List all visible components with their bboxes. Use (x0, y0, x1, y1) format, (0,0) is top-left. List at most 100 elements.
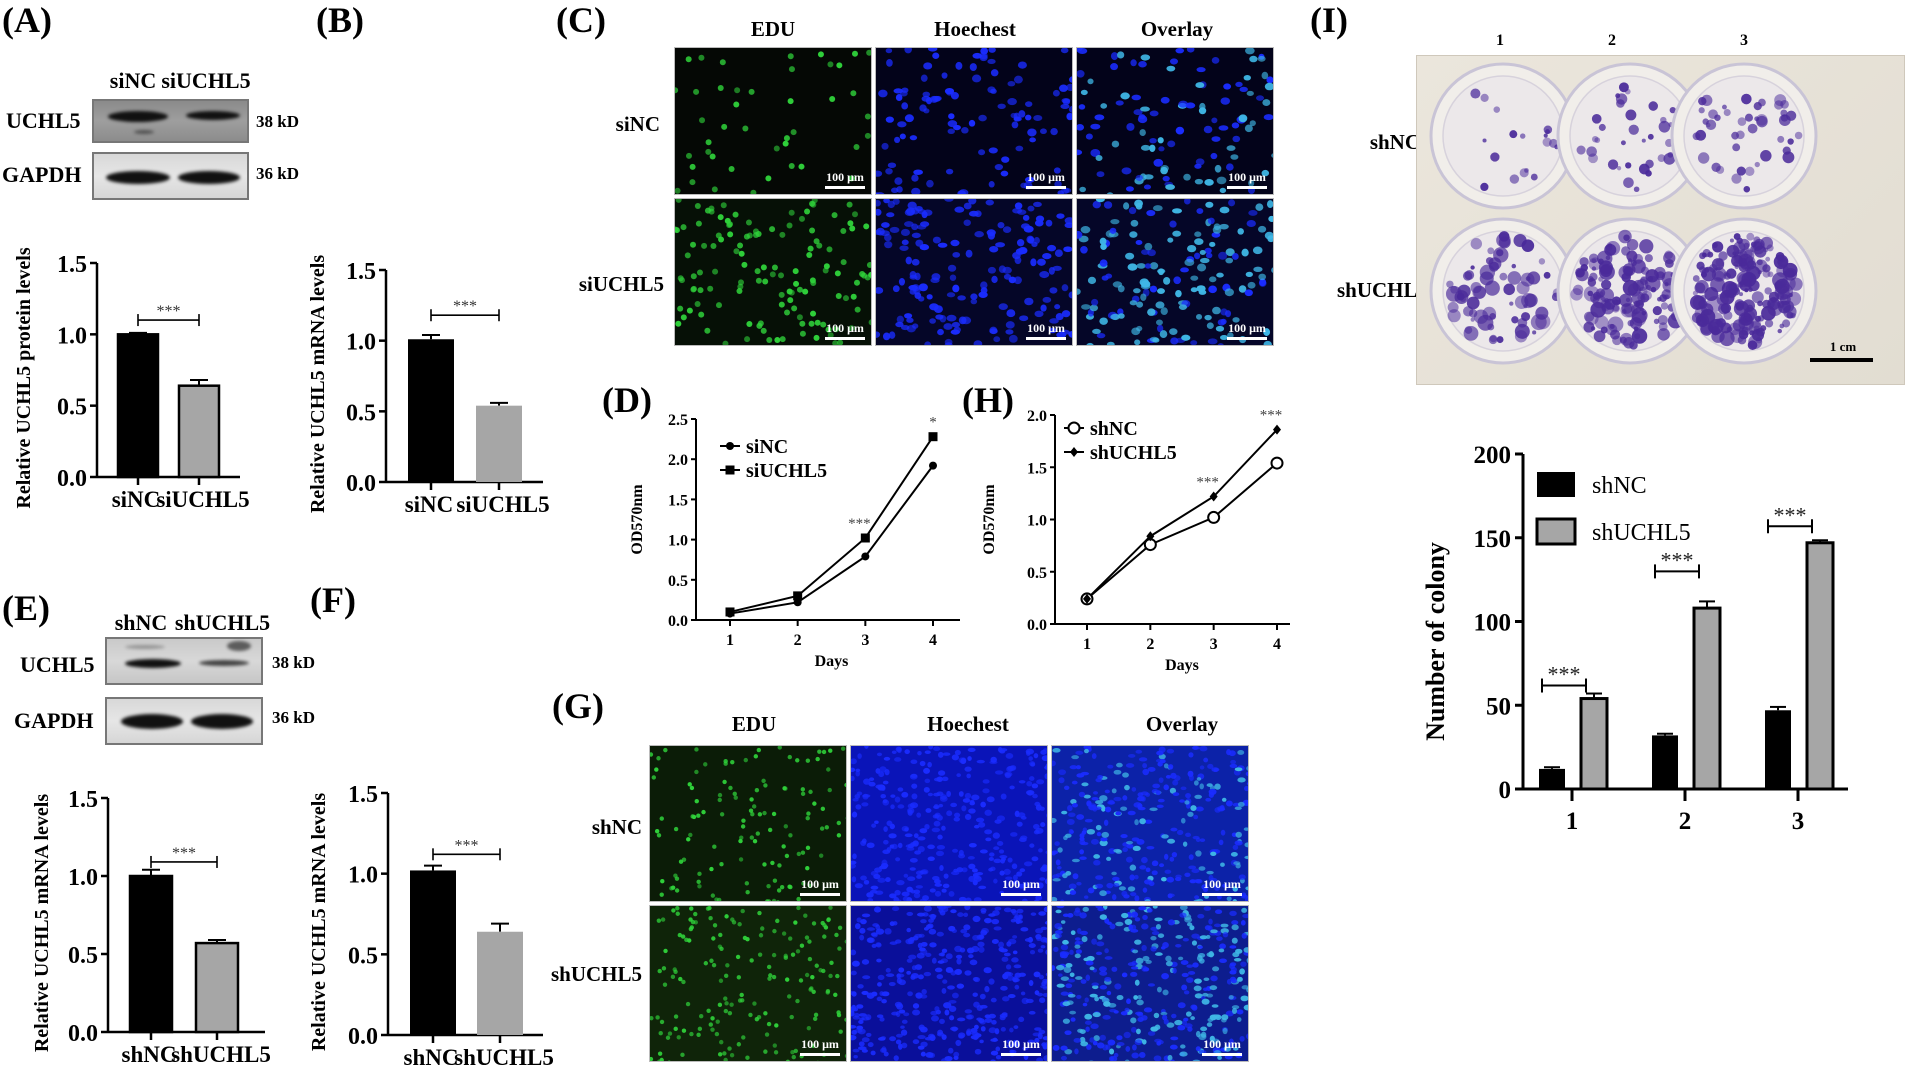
molecular-weight-label: 38 kD (256, 112, 299, 131)
svg-text:***: *** (453, 298, 477, 315)
svg-text:***: *** (1661, 547, 1694, 572)
svg-text:1: 1 (1083, 636, 1091, 653)
western-blot-uchl5 (92, 99, 249, 143)
scale-bar: 100 μm (1202, 877, 1242, 896)
svg-text:***: *** (172, 845, 196, 862)
scale-bar-label: 100 μm (1228, 321, 1266, 335)
western-blot-uchl5 (105, 637, 263, 685)
scale-bar: 100 μm (800, 877, 840, 896)
svg-text:1.5: 1.5 (68, 787, 98, 813)
panel-label-d: (D) (602, 380, 652, 420)
scale-bar: 100 μm (1001, 1037, 1041, 1056)
svg-text:***: *** (157, 303, 181, 320)
blot-lane-label: shUCHL5 (174, 610, 271, 635)
svg-text:0.0: 0.0 (668, 613, 688, 630)
bar-chart-a: Relative UCHL5 protein levels 0.0 0.5 1.0 1.… (13, 247, 250, 512)
scale-bar-label: 100 μm (1228, 170, 1266, 184)
micrograph-siuchl5-edu: 100 μm (674, 198, 872, 346)
panel-label-c: (C) (556, 0, 606, 40)
column-header-hoechst: Hoechest (934, 17, 1016, 41)
scale-bar: 100 μm (825, 170, 865, 189)
bar-chart-b: Relative UCHL5 mRNA levels 0.0 0.5 1.0 1.5 si… (307, 255, 550, 517)
molecular-weight-label: 36 kD (272, 708, 315, 727)
plate-column-label: 2 (1608, 32, 1616, 49)
svg-text:Relative UCHL5 protein levels: Relative UCHL5 protein levels (13, 247, 35, 508)
svg-text:Days: Days (815, 653, 849, 670)
blot-lane-label: shNC (114, 610, 168, 635)
svg-text:0.5: 0.5 (348, 943, 378, 969)
row-label-sinc: siNC (615, 112, 660, 136)
svg-text:***: *** (1260, 408, 1283, 424)
svg-text:0.5: 0.5 (1027, 565, 1047, 582)
svg-text:1.5: 1.5 (346, 259, 376, 285)
svg-text:1.0: 1.0 (68, 865, 98, 891)
column-header-edu: EDU (731, 712, 777, 736)
svg-text:shUCHL5: shUCHL5 (171, 1042, 271, 1067)
micrograph-shuchl5-edu: 100 μm (649, 905, 847, 1062)
svg-text:150: 150 (1474, 526, 1512, 553)
svg-text:3: 3 (861, 632, 869, 649)
svg-text:1.5: 1.5 (57, 252, 87, 278)
scale-bar-label: 100 μm (1002, 1037, 1040, 1051)
blot-lane-label: siNC (109, 68, 157, 93)
column-header-edu: EDU (750, 17, 796, 41)
svg-text:1.5: 1.5 (668, 492, 688, 509)
svg-text:100: 100 (1474, 610, 1512, 637)
svg-text:***: *** (1196, 475, 1219, 491)
micrograph-shnc-hoechest: 100 μm (850, 745, 1048, 902)
row-label-shuchl5: shUCHL5 (550, 962, 642, 986)
svg-text:***: *** (1548, 662, 1581, 687)
panel-label-g: (G) (552, 686, 604, 726)
svg-text:Number of colony: Number of colony (1421, 542, 1450, 741)
scale-bar: 100 μm (1026, 170, 1066, 189)
micrograph-siuchl5-hoechest: 100 μm (875, 198, 1073, 346)
svg-text:shNC: shNC (122, 1042, 177, 1067)
svg-text:0.0: 0.0 (1027, 617, 1047, 634)
svg-text:0.5: 0.5 (668, 573, 688, 590)
svg-text:siNC: siNC (112, 487, 161, 512)
panel-label-i: (I) (1310, 0, 1348, 40)
micrograph-shuchl5-hoechest: 100 μm (850, 905, 1048, 1062)
plate-column-label: 1 (1496, 32, 1504, 49)
svg-text:1.0: 1.0 (348, 863, 378, 889)
svg-text:3: 3 (1210, 636, 1218, 653)
svg-text:0.0: 0.0 (346, 471, 376, 497)
line-chart-h: OD570nm 0.0 0.5 1.0 1.5 2.0 1 2 3 4 Days *** *** shNC… (981, 408, 1290, 674)
micrograph-shnc-edu: 100 μm (649, 745, 847, 902)
svg-text:shUCHL5: shUCHL5 (1592, 520, 1691, 546)
svg-text:3: 3 (1792, 808, 1805, 835)
svg-text:***: *** (1774, 502, 1807, 527)
column-header-hoechst: Hoechest (927, 712, 1009, 736)
svg-text:shNC: shNC (1090, 418, 1138, 440)
svg-text:0.5: 0.5 (57, 395, 87, 421)
svg-text:2: 2 (1679, 808, 1692, 835)
blot-row-label: GAPDH (2, 162, 82, 187)
panel-label-f: (F) (310, 580, 356, 620)
scale-bar: 100 μm (1227, 170, 1267, 189)
svg-text:0: 0 (1499, 777, 1512, 804)
micrograph-shnc-overlay: 100 μm (1051, 745, 1249, 902)
svg-text:OD570nm: OD570nm (629, 484, 646, 555)
scale-bar-label: 100 μm (1203, 877, 1241, 891)
svg-text:siUCHL5: siUCHL5 (456, 492, 549, 517)
molecular-weight-label: 38 kD (272, 653, 315, 672)
svg-text:shNC: shNC (1592, 473, 1647, 499)
scale-bar: 100 μm (825, 321, 865, 340)
micrograph-sinc-hoechest: 100 μm (875, 47, 1073, 195)
blot-lane-label: siUCHL5 (161, 68, 251, 93)
svg-text:0.5: 0.5 (68, 943, 98, 969)
svg-text:2: 2 (794, 632, 802, 649)
svg-text:0.0: 0.0 (348, 1024, 378, 1050)
scale-bar: 100 μm (1202, 1037, 1242, 1056)
svg-text:siNC: siNC (405, 492, 454, 517)
colony-plate-photo: 1 cm (1416, 55, 1905, 385)
molecular-weight-label: 36 kD (256, 164, 299, 183)
column-header-overlay: Overlay (1140, 17, 1214, 41)
panel-label-h: (H) (962, 380, 1014, 420)
svg-text:siNC: siNC (746, 436, 788, 458)
svg-text:*: * (929, 415, 937, 431)
plate-column-label: 3 (1740, 32, 1748, 49)
svg-text:shUCHL5: shUCHL5 (454, 1045, 554, 1070)
scale-bar-label: 100 μm (1002, 877, 1040, 891)
svg-text:Days: Days (1165, 657, 1199, 674)
